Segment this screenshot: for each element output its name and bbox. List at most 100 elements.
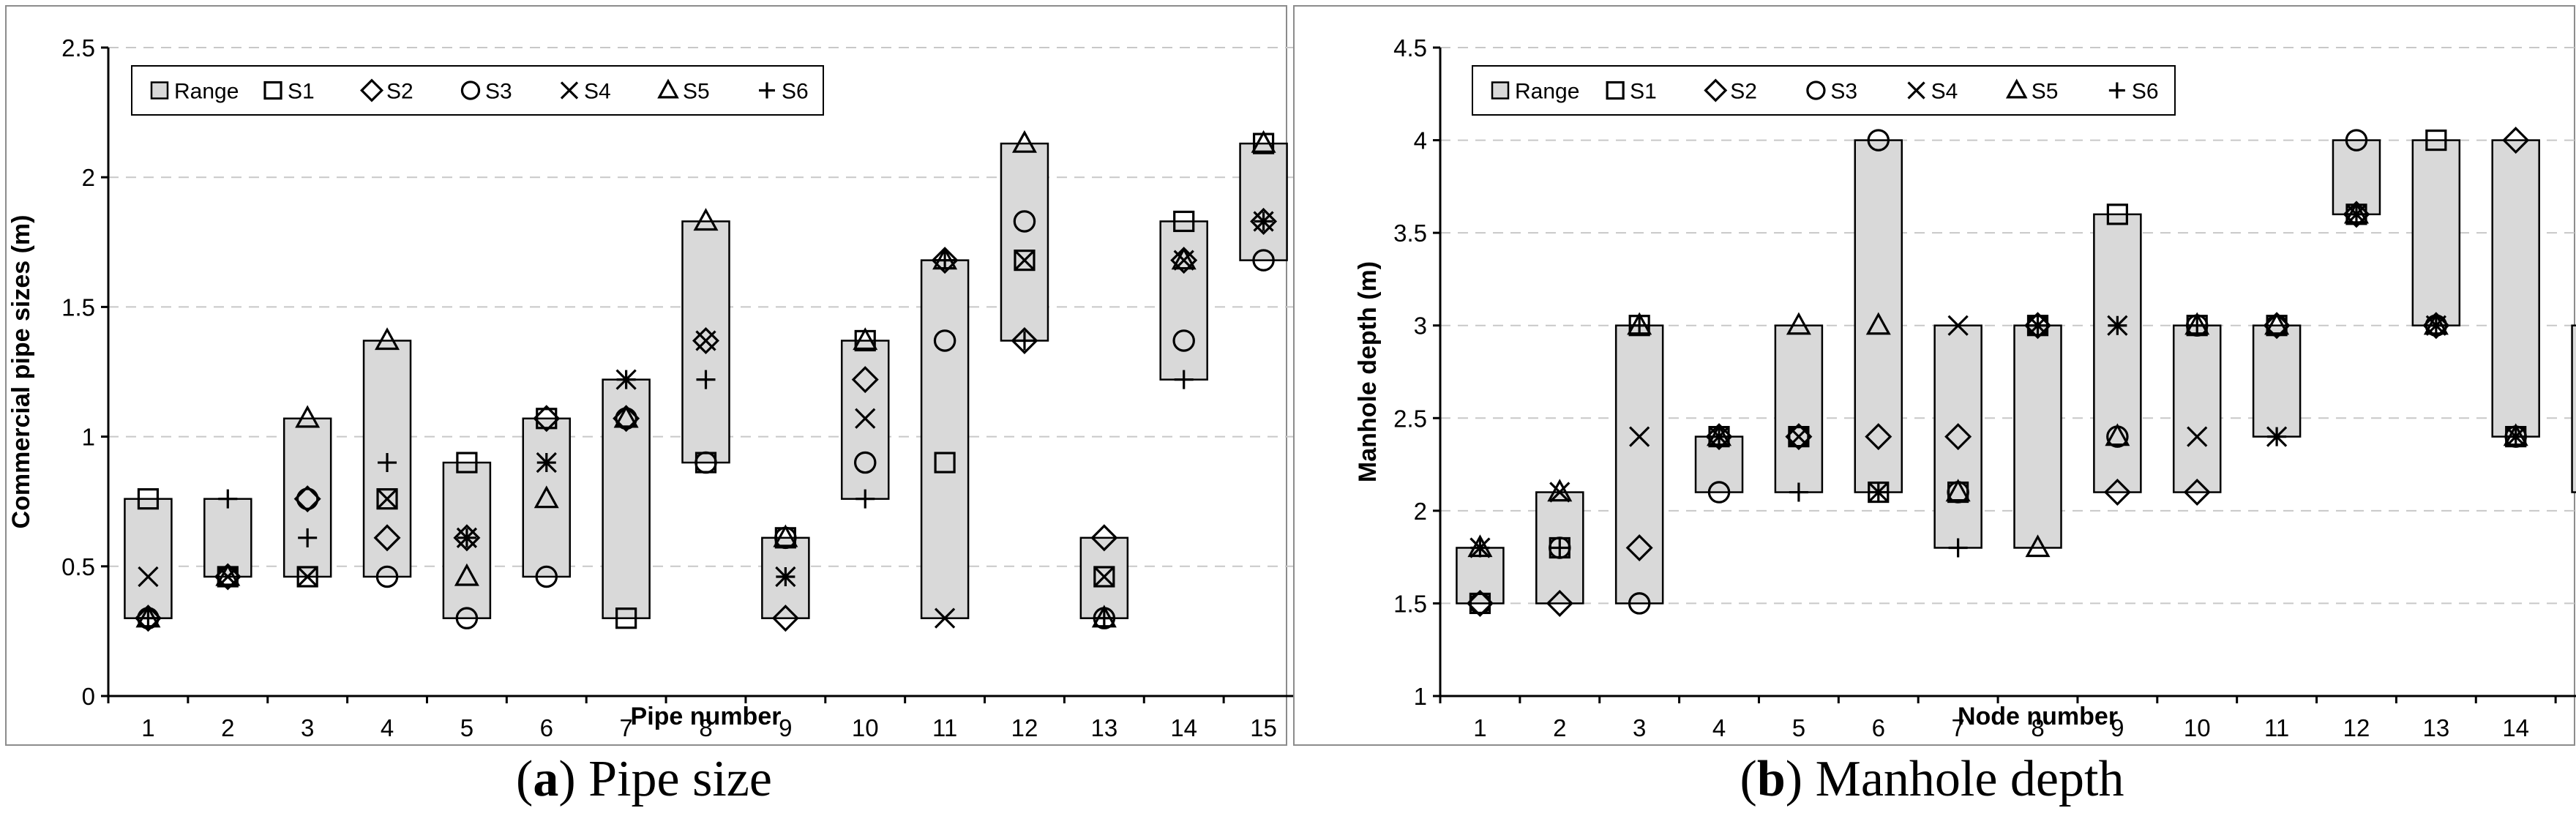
y-tick-label: 1 [82,424,95,451]
point-s6 [696,370,716,389]
range-bar [1159,220,1208,381]
point-s4 [376,488,398,509]
x-tick-label: 7 [1951,714,1964,741]
point-s1 [2425,129,2447,151]
x-tick-label: 11 [932,714,957,741]
point-s2 [373,524,401,552]
point-s2 [1625,534,1653,561]
point-s2 [453,524,481,552]
point-s3 [375,565,399,588]
x-tick-label: 8 [2031,714,2044,741]
point-s5 [375,327,400,351]
point-s4 [855,408,876,429]
point-s5 [2025,534,2051,558]
point-s6 [298,528,318,547]
y-tick-label: 0 [82,683,95,710]
y-axis-title: Commercial pipe sizes (m) [7,215,35,529]
point-s3 [535,565,558,588]
point-s2 [1170,247,1198,274]
x-tick-label: 5 [460,714,473,741]
range-bar [1239,142,1288,261]
x-tick-label: 14 [1170,714,1197,741]
point-s3 [1172,329,1195,352]
range-bars [124,142,1288,619]
x-tick-label: 6 [540,714,553,741]
point-s3 [455,607,479,629]
point-s5 [533,485,559,509]
point-s6 [1014,331,1034,351]
range-bar [2172,324,2222,493]
point-s5 [773,524,798,547]
x-tick-label: 10 [852,714,879,741]
legend-marker-s4 [1907,81,1925,100]
caption-a: (a) Pipe size [516,751,772,807]
point-s6 [616,370,636,389]
legend-marker-s1 [263,81,282,100]
point-s5 [613,405,639,428]
range-bar [1774,324,1824,493]
point-s2 [1546,589,1573,617]
legend: Range S1 S2 S3 S4 S5 S6 [1472,65,2176,116]
legend-marker-s6 [759,82,775,99]
point-s3 [933,329,956,352]
point-s1 [1014,250,1036,272]
point-s6 [2506,427,2526,446]
point-s4 [217,566,239,588]
point-s6 [2426,315,2446,335]
point-s6 [457,528,476,547]
point-s1 [1093,566,1115,588]
y-tick-label: 3.5 [1393,220,1427,247]
range-bar [2013,324,2062,549]
point-s2 [2103,479,2131,506]
point-s3 [1252,249,1275,272]
caption-a-letter: a [533,751,559,807]
x-tick-label: 11 [2264,714,2289,741]
x-tick-label: 2 [221,714,234,741]
y-tick-label: 1.5 [61,293,95,321]
point-s6 [1630,315,1650,335]
range-bars [1456,139,2576,605]
point-s1 [934,452,956,474]
point-s4 [1173,250,1194,271]
point-s6 [1254,212,1273,231]
legend-marker-s3 [1806,81,1826,100]
y-tick-label: 2.5 [61,34,95,61]
point-s2 [851,366,879,394]
point-s6 [1710,427,1729,446]
legend-marker-s5 [2005,78,2028,99]
chart-frame [5,5,1287,746]
x-tick-label: 13 [2422,714,2449,741]
x-axis-title: Pipe number [631,703,782,730]
chart-manhole-depth: 11.522.533.544.5123456789101112131415Nod… [1293,5,2576,746]
point-s1 [376,488,398,510]
x-tick-label: 9 [2111,714,2124,741]
point-s6 [2267,427,2287,446]
point-s2 [2183,479,2211,506]
legend-marker-s4 [560,81,579,100]
range-bar [2491,139,2540,438]
range-bar [2411,139,2461,326]
legend-marker-range [150,81,169,100]
point-s5 [693,208,719,231]
x-tick-label: 15 [1250,714,1277,741]
point-s5 [1547,479,1573,502]
point-s1 [137,488,160,510]
x-tick-label: 2 [1553,714,1566,741]
caption-b-text: ) Manhole depth [1785,751,2124,807]
point-s6 [2028,315,2048,335]
point-s6 [218,489,238,509]
point-s5 [1865,312,1891,335]
point-s1 [1173,210,1195,233]
point-s5 [2264,312,2290,335]
point-s1 [296,566,318,588]
point-s1 [456,452,478,474]
y-tick-label: 0.5 [61,553,95,580]
point-s6 [1470,538,1490,558]
legend-label-range: Range [174,80,239,104]
legend-label-s4: S4 [584,80,611,104]
legend-label-s1: S1 [288,80,315,104]
legend-label-s6: S6 [782,80,809,104]
y-tick-label: 3 [1414,313,1427,340]
range-bar [602,378,651,619]
